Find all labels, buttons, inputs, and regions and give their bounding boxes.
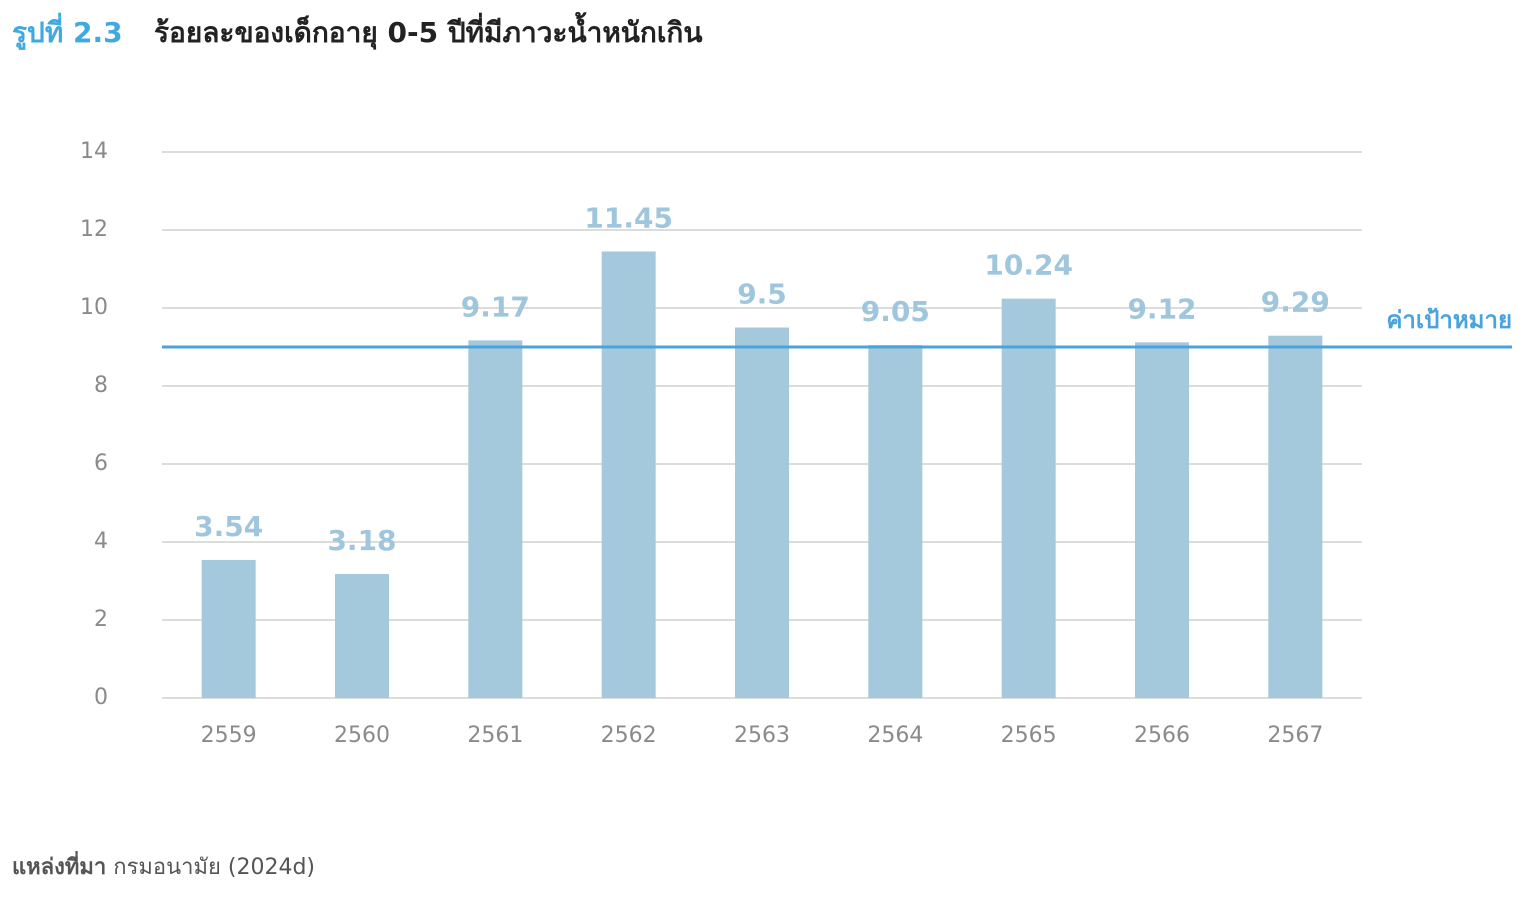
value-label: 11.45 xyxy=(584,201,673,234)
figure-number: รูปที่ 2.3 xyxy=(12,12,123,50)
bar xyxy=(201,559,256,698)
bar xyxy=(1001,298,1056,698)
value-label: 9.29 xyxy=(1261,286,1330,319)
value-label: 10.24 xyxy=(984,249,1073,282)
y-tick-label: 12 xyxy=(80,217,108,242)
y-tick-label: 10 xyxy=(80,295,108,320)
y-tick-label: 0 xyxy=(94,685,108,710)
bar xyxy=(335,573,389,698)
bar xyxy=(468,340,523,698)
x-tick-label: 2566 xyxy=(1134,723,1190,748)
y-tick-label: 4 xyxy=(94,529,108,554)
x-tick-label: 2561 xyxy=(467,723,523,748)
y-tick-label: 2 xyxy=(94,607,108,632)
y-tick-label: 8 xyxy=(94,373,108,398)
value-label: 9.12 xyxy=(1127,292,1196,325)
target-label: ค่าเป้าหมาย xyxy=(1386,306,1512,334)
x-tick-label: 2565 xyxy=(1001,723,1057,748)
y-tick-label: 6 xyxy=(94,451,108,476)
value-label: 9.5 xyxy=(737,278,787,311)
x-tick-label: 2563 xyxy=(734,723,790,748)
bar xyxy=(735,327,789,698)
bar xyxy=(868,345,923,698)
x-tick-label: 2564 xyxy=(867,723,923,748)
y-tick-label: 14 xyxy=(80,139,108,164)
chart-title: ร้อยละของเด็กอายุ 0-5 ปีที่มีภาวะน้ำหนัก… xyxy=(154,11,703,50)
value-label: 3.54 xyxy=(194,510,263,543)
bar xyxy=(601,251,656,698)
value-label: 9.17 xyxy=(461,290,530,323)
x-tick-label: 2559 xyxy=(201,723,257,748)
value-label: 9.05 xyxy=(861,295,930,328)
source-label: แหล่งที่มา xyxy=(12,850,106,880)
value-label: 3.18 xyxy=(327,524,396,557)
bar xyxy=(1268,335,1323,698)
source: แหล่งที่มา กรมอนามัย (2024d) xyxy=(12,850,315,880)
x-tick-label: 2562 xyxy=(601,723,657,748)
source-text: กรมอนามัย (2024d) xyxy=(113,855,315,880)
x-tick-label: 2567 xyxy=(1267,723,1323,748)
bar xyxy=(1135,342,1189,698)
x-tick-label: 2560 xyxy=(334,723,390,748)
